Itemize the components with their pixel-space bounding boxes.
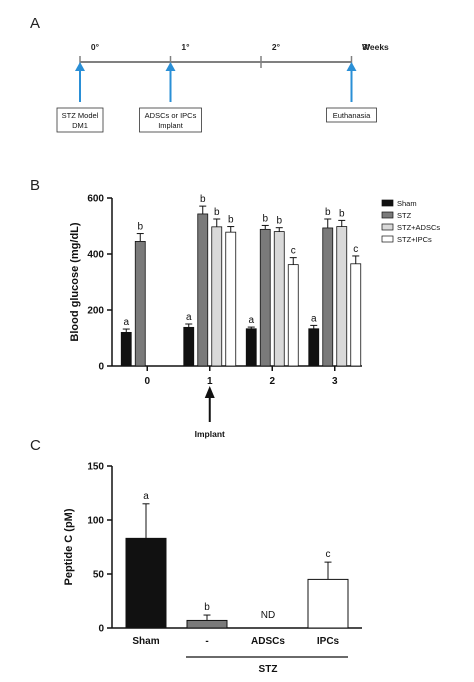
event-line2: DM1 (72, 121, 88, 130)
peptide-c-chart: 0 50 100 150 Peptide C (pM) Sham a - b ADSCs ND IPC… (63, 462, 362, 675)
x-tick-label: 1 (207, 376, 213, 387)
event-line1: STZ Model (62, 111, 99, 120)
legend-label: STZ (397, 211, 412, 220)
x-tick-label: 0 (144, 376, 150, 387)
significance-label: b (228, 215, 234, 226)
significance-label: a (311, 313, 317, 324)
bar (134, 240, 146, 367)
y-tick-label: 150 (87, 462, 104, 473)
group-label: STZ (259, 664, 278, 675)
y-tick-label: 0 (98, 362, 104, 373)
significance-label: b (276, 216, 282, 227)
significance-label: c (326, 549, 331, 560)
x-tick-label: IPCs (317, 636, 340, 647)
arrow-up-icon (165, 62, 176, 71)
significance-label: b (204, 602, 210, 613)
arrow-up-icon (346, 62, 357, 71)
x-tick-label: 3 (332, 376, 338, 387)
significance-label: b (200, 194, 206, 205)
implant-annotation: Implant (195, 429, 225, 439)
y-tick-label: 0 (98, 624, 104, 635)
y-axis-title: Peptide C (pM) (63, 508, 75, 585)
bar (183, 326, 195, 367)
significance-label: a (123, 317, 129, 328)
bar (120, 331, 132, 367)
bar (225, 231, 237, 367)
legend-swatch (381, 223, 394, 231)
timeline-tick-label: 3° (362, 42, 371, 52)
event-line1: ADSCs or IPCs (145, 111, 197, 120)
legend-label: STZ+ADSCs (397, 223, 440, 232)
legend-swatch (381, 211, 394, 219)
timeline-tick-label: 1° (181, 42, 190, 52)
bar (307, 578, 349, 629)
y-tick-label: 600 (87, 194, 104, 205)
panel-c: C 0 50 100 150 Peptide C (pM) Sham a - b ADSCs ND I… (30, 437, 362, 675)
significance-label: ND (261, 610, 275, 621)
arrow-up-icon (204, 386, 215, 398)
bar (211, 226, 223, 367)
timeline-tick-label: 0° (91, 42, 100, 52)
significance-label: a (186, 312, 192, 323)
panel-label-c: C (30, 437, 41, 454)
significance-label: c (353, 244, 358, 255)
y-tick-label: 100 (87, 516, 104, 527)
bar (186, 619, 228, 629)
significance-label: b (214, 207, 220, 218)
panel-label-a: A (30, 15, 40, 32)
event-box (326, 107, 377, 123)
bar (350, 263, 362, 367)
timeline-unit-label: Weeks (362, 42, 389, 52)
significance-label: b (137, 222, 143, 233)
y-tick-label: 400 (87, 250, 104, 261)
x-tick-label: 2 (269, 376, 275, 387)
bar (273, 231, 285, 367)
significance-label: b (262, 213, 268, 224)
y-axis-title: Blood glucose (mg/dL) (69, 222, 81, 341)
event-box (56, 107, 104, 133)
legend-label: STZ+IPCs (397, 235, 432, 244)
significance-label: a (248, 315, 254, 326)
bar (336, 226, 348, 367)
y-tick-label: 200 (87, 306, 104, 317)
bar (125, 537, 167, 629)
x-tick-label: - (205, 636, 208, 647)
bar (245, 328, 257, 367)
legend-swatch (381, 199, 394, 207)
significance-label: a (143, 491, 149, 502)
bar (308, 328, 320, 367)
timeline-tick-label: 2° (272, 42, 281, 52)
legend-label: Sham (397, 199, 417, 208)
arrow-up-icon (75, 62, 85, 71)
event-line1: Euthanasia (333, 111, 371, 120)
bar (259, 228, 271, 367)
event-line2: Implant (158, 121, 184, 130)
x-tick-label: ADSCs (251, 636, 285, 647)
bar (287, 264, 299, 367)
panel-label-b: B (30, 177, 40, 194)
legend-swatch (381, 235, 394, 243)
significance-label: b (325, 207, 331, 218)
event-box (139, 107, 202, 133)
bar (197, 213, 209, 367)
y-tick-label: 50 (93, 570, 105, 581)
x-tick-label: Sham (132, 636, 159, 647)
significance-label: c (291, 246, 296, 257)
significance-label: b (339, 208, 345, 219)
bar (322, 227, 334, 367)
